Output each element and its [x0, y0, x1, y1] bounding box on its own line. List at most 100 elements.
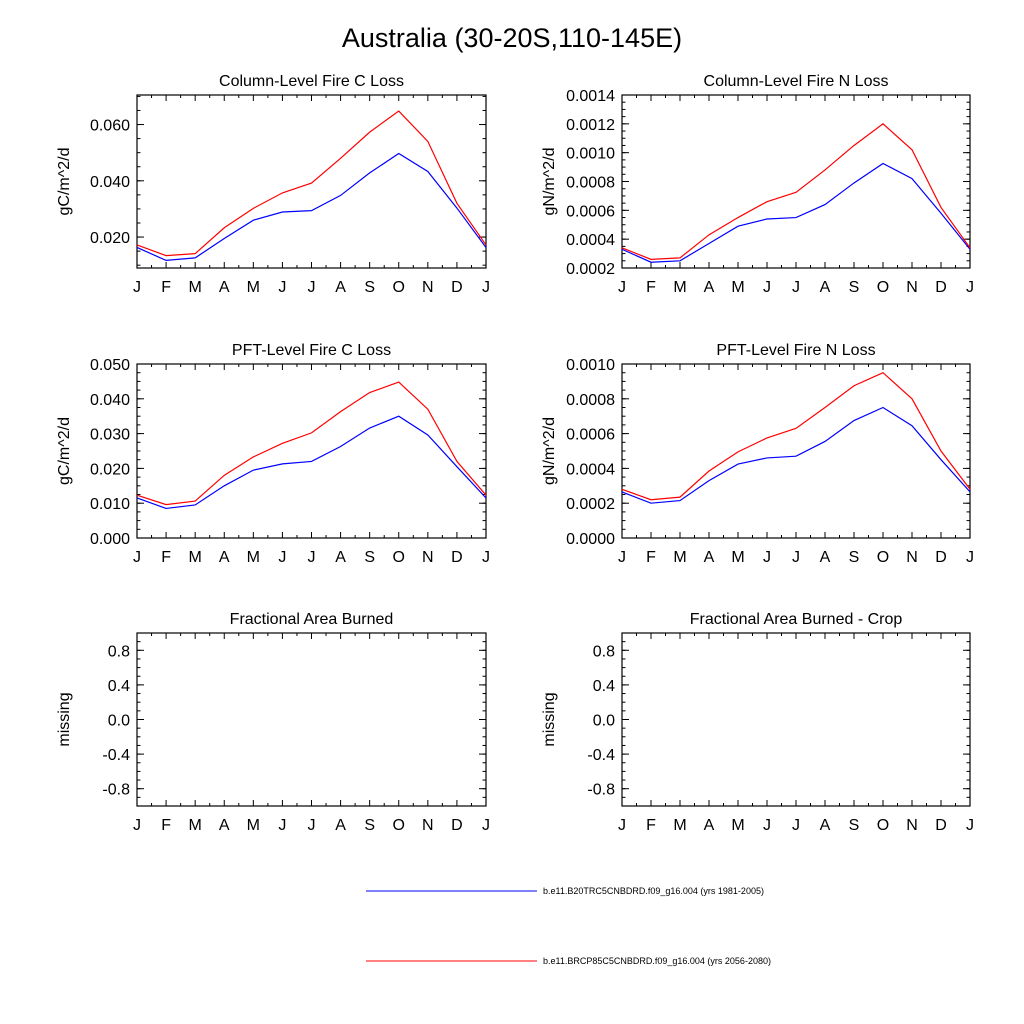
- x-tick-label: M: [189, 817, 202, 834]
- x-tick-label: J: [966, 279, 974, 296]
- y-tick-label: 0.0014: [566, 88, 615, 105]
- y-tick-label: 0.8: [593, 643, 615, 660]
- x-tick-label: S: [849, 817, 860, 834]
- series-line: [136, 152, 487, 262]
- y-tick-label: 0.040: [90, 174, 130, 191]
- x-tick-label: N: [422, 817, 434, 834]
- x-tick-label: A: [219, 817, 230, 834]
- series-line: [136, 110, 487, 257]
- x-tick-label: O: [877, 549, 889, 566]
- x-tick-label: O: [393, 817, 405, 834]
- legend-label: b.e11.B20TRC5CNBDRD.f09_g16.004 (yrs 198…: [543, 886, 764, 896]
- plot-frame: [136, 94, 487, 269]
- y-tick-label: 0.0008: [566, 175, 615, 192]
- panel-title: PFT-Level Fire C Loss: [232, 342, 391, 359]
- series-line: [621, 371, 971, 501]
- y-tick-label: 0.0000: [566, 531, 615, 548]
- x-tick-label: J: [133, 817, 141, 834]
- plot-frame: [136, 632, 487, 807]
- plot-frame: [621, 632, 971, 807]
- x-tick-label: F: [161, 817, 171, 834]
- y-tick-label: 0.0010: [566, 146, 615, 163]
- x-tick-label: N: [422, 279, 434, 296]
- y-axis-label: gN/m^2/d: [541, 148, 558, 216]
- y-tick-label: 0.020: [90, 230, 130, 247]
- y-axis-label: missing: [541, 692, 558, 746]
- plot-frame: [136, 363, 487, 539]
- series-line: [621, 162, 971, 263]
- x-tick-label: O: [877, 279, 889, 296]
- x-tick-label: O: [393, 279, 405, 296]
- y-tick-label: 0.010: [90, 496, 130, 513]
- y-tick-label: 0.8: [108, 643, 130, 660]
- panel-title: Column-Level Fire N Loss: [704, 73, 889, 90]
- x-tick-label: D: [451, 549, 463, 566]
- x-tick-label: D: [451, 817, 463, 834]
- panel-title: PFT-Level Fire N Loss: [716, 342, 875, 359]
- x-tick-label: M: [189, 549, 202, 566]
- x-tick-label: J: [792, 279, 800, 296]
- y-tick-label: 0.060: [90, 118, 130, 135]
- x-tick-label: A: [219, 279, 230, 296]
- x-tick-label: A: [335, 817, 346, 834]
- x-tick-label: A: [704, 817, 715, 834]
- x-tick-label: M: [673, 817, 686, 834]
- x-tick-label: M: [247, 549, 260, 566]
- y-tick-label: -0.8: [587, 782, 615, 799]
- y-axis-label: missing: [56, 692, 73, 746]
- y-axis-label: gN/m^2/d: [541, 417, 558, 485]
- x-tick-label: O: [393, 549, 405, 566]
- x-tick-label: A: [219, 549, 230, 566]
- x-tick-label: J: [278, 817, 286, 834]
- x-tick-label: D: [935, 279, 947, 296]
- x-tick-label: F: [646, 279, 656, 296]
- x-tick-label: J: [133, 279, 141, 296]
- y-tick-label: -0.4: [102, 747, 130, 764]
- x-tick-label: J: [763, 549, 771, 566]
- y-tick-label: 0.0: [108, 713, 130, 730]
- x-tick-label: J: [792, 549, 800, 566]
- legend-entry-2: b.e11.BRCP85C5CNBDRD.f09_g16.004 (yrs 20…: [366, 956, 771, 966]
- legend-entry-1: b.e11.B20TRC5CNBDRD.f09_g16.004 (yrs 198…: [366, 886, 764, 896]
- x-tick-label: J: [278, 549, 286, 566]
- series-line: [136, 415, 487, 510]
- panel-title: Column-Level Fire C Loss: [219, 73, 404, 90]
- y-tick-label: 0.000: [90, 531, 130, 548]
- series-line: [621, 123, 971, 260]
- x-tick-label: J: [133, 549, 141, 566]
- x-tick-label: A: [820, 279, 831, 296]
- x-tick-label: J: [482, 817, 490, 834]
- x-tick-label: F: [646, 549, 656, 566]
- y-tick-label: 0.0002: [566, 261, 615, 278]
- y-tick-label: 0.0004: [566, 232, 615, 249]
- x-tick-label: A: [335, 279, 346, 296]
- series-line: [136, 381, 487, 506]
- x-tick-label: J: [308, 279, 316, 296]
- y-tick-label: 0.0008: [566, 392, 615, 409]
- x-tick-label: M: [247, 279, 260, 296]
- x-tick-label: J: [308, 549, 316, 566]
- x-tick-label: M: [673, 549, 686, 566]
- y-tick-label: 0.040: [90, 392, 130, 409]
- x-tick-label: A: [820, 817, 831, 834]
- x-tick-label: J: [618, 549, 626, 566]
- x-tick-label: S: [849, 279, 860, 296]
- x-tick-label: A: [704, 279, 715, 296]
- y-tick-label: 0.0: [593, 713, 615, 730]
- x-tick-label: M: [731, 817, 744, 834]
- x-tick-label: D: [451, 279, 463, 296]
- y-tick-label: 0.0006: [566, 203, 615, 220]
- x-tick-label: J: [792, 817, 800, 834]
- x-tick-label: M: [731, 549, 744, 566]
- x-tick-label: D: [935, 549, 947, 566]
- y-tick-label: 0.050: [90, 357, 130, 374]
- panel-title: Fractional Area Burned: [230, 611, 394, 628]
- y-tick-label: -0.4: [587, 747, 615, 764]
- x-tick-label: J: [763, 817, 771, 834]
- x-tick-label: S: [364, 549, 375, 566]
